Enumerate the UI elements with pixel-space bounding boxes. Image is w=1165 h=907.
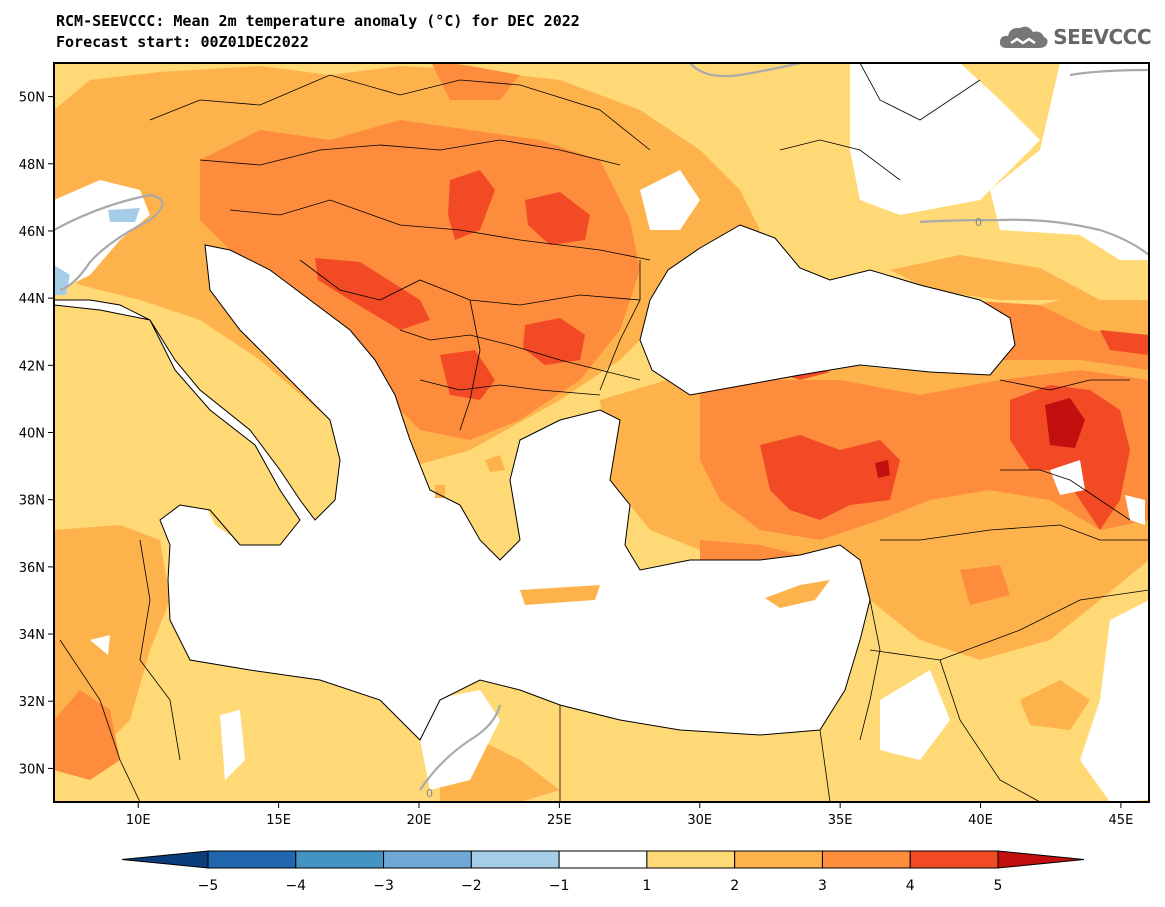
country-borders	[59, 63, 1149, 802]
colorbar-label: −1	[549, 878, 570, 894]
lat-tick-label: 40N	[19, 427, 45, 442]
cloud-icon	[1000, 26, 1048, 48]
zero-contours	[54, 63, 1149, 791]
colorbar-swatch	[295, 850, 385, 869]
lat-tick-label: 30N	[19, 762, 45, 777]
lon-tick-label: 40E	[968, 813, 993, 828]
black-sea	[640, 225, 1015, 395]
colorbar-swatch	[909, 850, 999, 869]
longitude-axis: 10E 15E 20E 25E 30E 35E 40E 45E	[126, 802, 1133, 828]
lat-tick-label: 48N	[19, 158, 45, 173]
lat-tick-label: 38N	[19, 494, 45, 509]
colorbar-swatch	[646, 850, 736, 869]
near-zero-anomaly-areas	[54, 63, 1149, 802]
colorbar-swatch	[558, 850, 648, 869]
lat-tick-label: 34N	[19, 628, 45, 643]
sea-areas	[54, 225, 1015, 740]
lon-tick-label: 45E	[1109, 813, 1134, 828]
colorbar-label: −3	[373, 878, 394, 894]
colorbar-label: −4	[285, 878, 306, 894]
colorbar-swatch	[470, 850, 560, 869]
lon-tick-label: 35E	[828, 813, 853, 828]
islands	[90, 345, 830, 608]
colorbar-swatch	[383, 850, 472, 869]
colorbar-label: 3	[818, 878, 827, 894]
lat-tick-label: 42N	[19, 359, 45, 374]
logo-text: SEEVCCC	[1053, 25, 1151, 49]
lon-tick-label: 15E	[266, 813, 291, 828]
colorbar-swatch	[821, 850, 911, 869]
colorbar-min-arrow	[121, 850, 209, 869]
contour-label-zero: 0	[975, 216, 982, 229]
colorbar-max-arrow	[997, 850, 1085, 869]
lat-tick-label: 50N	[19, 91, 45, 106]
colorbar: −5 −4 −3 −2 −1 1 2 3 4 5	[121, 850, 1085, 894]
colorbar-label: −2	[461, 878, 482, 894]
map-area	[54, 63, 1149, 802]
map-title: RCM-SEEVCCC: Mean 2m temperature anomaly…	[56, 12, 580, 30]
lon-tick-label: 20E	[407, 813, 432, 828]
contour-label-zero-south: 0	[426, 787, 433, 800]
seevccc-logo: SEEVCCC	[997, 22, 1151, 52]
lat-tick-label: 44N	[19, 292, 45, 307]
colorbar-label: 1	[642, 878, 651, 894]
lat-tick-label: 32N	[19, 695, 45, 710]
lon-tick-label: 10E	[126, 813, 151, 828]
mediterranean-sea	[54, 245, 870, 740]
lat-tick-label: 46N	[19, 225, 45, 240]
lon-tick-label: 30E	[687, 813, 712, 828]
latitude-axis: 30N 32N 34N 36N 38N 40N 42N 44N 46N 48N 50N	[19, 91, 54, 777]
lon-tick-label: 25E	[547, 813, 572, 828]
lat-tick-label: 36N	[19, 561, 45, 576]
colorbar-label: 4	[906, 878, 915, 894]
colorbar-label: −5	[198, 878, 219, 894]
colorbar-label: 2	[730, 878, 739, 894]
colorbar-swatch	[207, 850, 297, 869]
forecast-start-label: Forecast start: 00Z01DEC2022	[56, 33, 309, 51]
anomaly-band-above-5	[875, 398, 1085, 478]
colorbar-swatch	[734, 850, 823, 869]
colorbar-label: 5	[994, 878, 1003, 894]
